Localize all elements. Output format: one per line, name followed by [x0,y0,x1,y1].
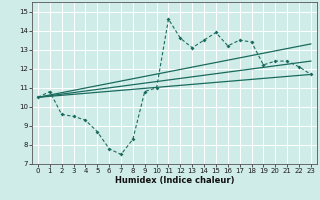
X-axis label: Humidex (Indice chaleur): Humidex (Indice chaleur) [115,176,234,185]
